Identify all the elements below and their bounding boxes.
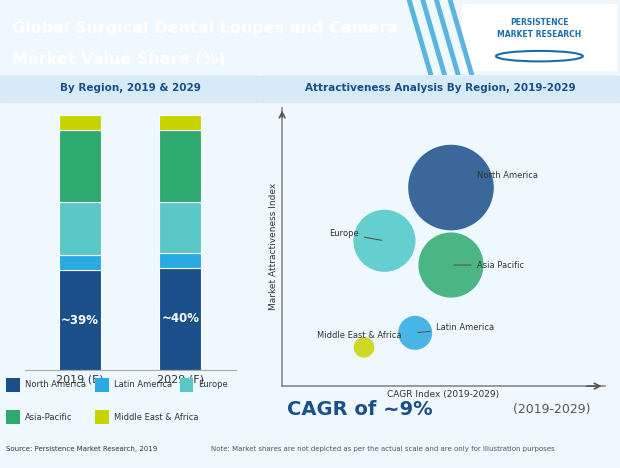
Text: CAGR of ~9%: CAGR of ~9%: [286, 400, 432, 419]
Point: [446, 184, 456, 191]
Text: Market Value Share (%): Market Value Share (%): [12, 52, 226, 67]
Text: Asia Pacific: Asia Pacific: [454, 261, 524, 270]
FancyBboxPatch shape: [260, 75, 620, 103]
X-axis label: CAGR Index (2019-2029): CAGR Index (2019-2029): [388, 390, 499, 399]
Point: [446, 261, 456, 269]
Bar: [59, 131, 101, 202]
Bar: [95, 378, 109, 392]
Text: ~39%: ~39%: [61, 314, 99, 327]
Text: PERSISTENCE
MARKET RESEARCH: PERSISTENCE MARKET RESEARCH: [497, 18, 582, 39]
Bar: [59, 255, 101, 271]
Text: Attractiveness Analysis By Region, 2019-2029: Attractiveness Analysis By Region, 2019-…: [305, 83, 575, 93]
Point: [379, 237, 389, 245]
Text: (2019-2029): (2019-2029): [509, 403, 590, 416]
Text: Latin America: Latin America: [418, 323, 494, 333]
Bar: [180, 378, 193, 392]
Bar: [59, 115, 101, 131]
Bar: [6, 378, 20, 392]
Bar: [159, 202, 202, 253]
Bar: [6, 410, 20, 424]
Point: [359, 344, 369, 351]
Text: By Region, 2019 & 2029: By Region, 2019 & 2029: [60, 83, 201, 93]
Text: Note: Market shares are not depicted as per the actual scale and are only for il: Note: Market shares are not depicted as …: [211, 446, 554, 452]
Text: Asia-Pacific: Asia-Pacific: [25, 413, 73, 422]
Text: Middle East & Africa: Middle East & Africa: [317, 331, 401, 340]
FancyBboxPatch shape: [462, 4, 617, 71]
Text: North America: North America: [477, 171, 538, 180]
Bar: [95, 410, 109, 424]
Bar: [159, 268, 202, 370]
Bar: [59, 202, 101, 255]
Bar: [159, 131, 202, 202]
Text: Global Surgical Dental Loupes and Camera: Global Surgical Dental Loupes and Camera: [12, 21, 398, 36]
Text: North America: North America: [25, 380, 86, 389]
Bar: [59, 271, 101, 370]
Bar: [159, 253, 202, 268]
Y-axis label: Market Attractiveness Index: Market Attractiveness Index: [269, 183, 278, 310]
Point: [410, 329, 420, 336]
Text: Latin America: Latin America: [114, 380, 172, 389]
Text: Europe: Europe: [329, 229, 382, 241]
Text: Middle East & Africa: Middle East & Africa: [114, 413, 198, 422]
Text: Europe: Europe: [198, 380, 228, 389]
Text: ~40%: ~40%: [161, 312, 200, 325]
Bar: [159, 115, 202, 131]
Text: Source: Persistence Market Research, 2019: Source: Persistence Market Research, 201…: [6, 446, 157, 452]
FancyBboxPatch shape: [0, 75, 260, 103]
